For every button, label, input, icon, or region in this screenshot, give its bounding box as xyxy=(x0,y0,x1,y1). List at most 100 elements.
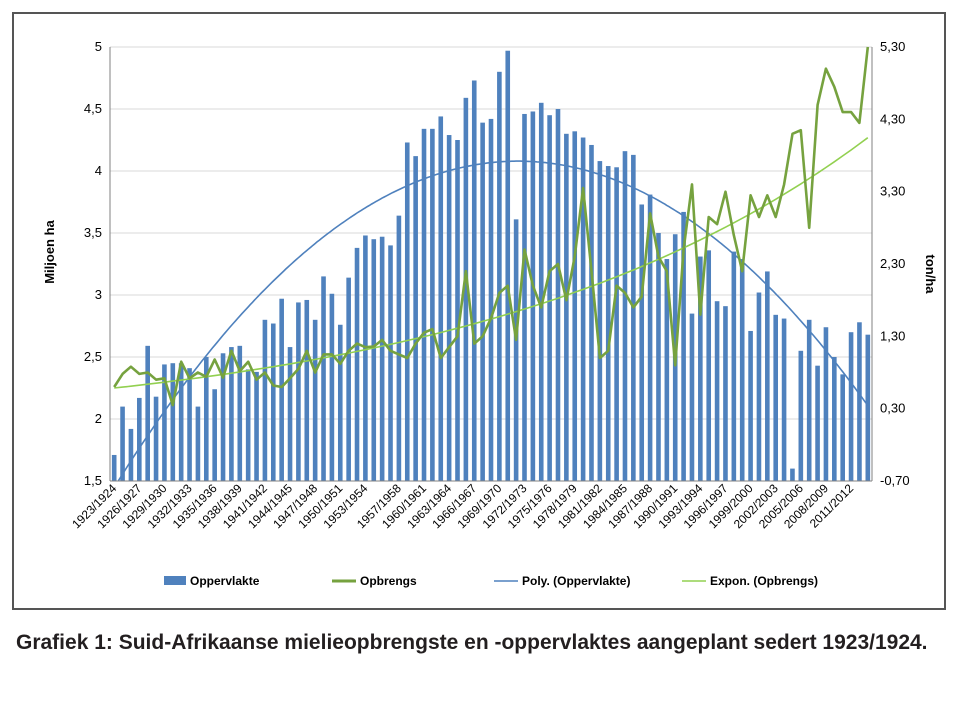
bar-oppervlakte xyxy=(555,109,561,481)
bar-oppervlakte xyxy=(296,302,301,481)
y-tick-label: 5 xyxy=(95,39,102,54)
y-tick-label: 3 xyxy=(95,287,102,302)
bar-oppervlakte xyxy=(748,330,753,481)
bar-oppervlakte xyxy=(605,166,611,482)
bar-oppervlakte xyxy=(781,318,787,481)
bar-oppervlakte xyxy=(589,144,594,481)
y-axis-label: Miljoen ha xyxy=(42,219,57,283)
bar-oppervlakte xyxy=(471,80,477,481)
bar-oppervlakte xyxy=(195,406,201,481)
bar-oppervlakte xyxy=(229,347,234,481)
bar-oppervlakte xyxy=(739,259,745,481)
bar-oppervlakte xyxy=(279,298,284,481)
bar-oppervlakte xyxy=(413,156,418,481)
bar-oppervlakte xyxy=(513,219,519,482)
y-tick-label: 2 xyxy=(95,411,102,426)
bar-oppervlakte xyxy=(120,406,125,481)
bar-oppervlakte xyxy=(162,364,167,481)
bar-oppervlakte xyxy=(815,365,820,481)
bar-oppervlakte xyxy=(580,137,586,481)
bar-oppervlakte xyxy=(363,235,368,481)
figure-caption: Grafiek 1: Suid-Afrikaanse mielieopbreng… xyxy=(16,631,928,654)
bar-oppervlakte xyxy=(765,271,770,481)
bar-oppervlakte xyxy=(137,397,142,481)
bar-oppervlakte xyxy=(128,428,134,481)
y2-tick-label: 3,30 xyxy=(880,184,905,199)
legend-item-expon-opbrengs: Expon. (Opbrengs) xyxy=(682,574,818,588)
y-tick-label: 3,5 xyxy=(84,225,102,240)
bar-oppervlakte xyxy=(681,211,686,482)
bar-oppervlakte xyxy=(790,468,795,481)
bar-oppervlakte xyxy=(538,102,544,482)
bar-oppervlakte xyxy=(371,239,377,481)
bar-oppervlakte xyxy=(547,115,552,481)
bar-oppervlakte xyxy=(698,256,703,481)
bar-oppervlakte xyxy=(111,454,117,481)
bar-oppervlakte xyxy=(840,374,845,481)
bar-oppervlakte xyxy=(421,128,427,481)
bar-oppervlakte xyxy=(312,319,318,481)
legend-label-poly-oppervlakte: Poly. (Oppervlakte) xyxy=(522,574,630,588)
bar-oppervlakte xyxy=(530,111,536,481)
legend-label-oppervlakte: Oppervlakte xyxy=(190,574,260,588)
bar-oppervlakte xyxy=(145,345,150,481)
bar-oppervlakte xyxy=(329,293,335,481)
bar-oppervlakte xyxy=(798,350,804,481)
bar-oppervlakte xyxy=(220,353,226,481)
bar-oppervlakte xyxy=(656,233,661,481)
bar-oppervlakte xyxy=(203,357,209,481)
bar-oppervlakte xyxy=(430,128,435,481)
bar-oppervlakte xyxy=(597,161,603,481)
legend-label-opbrengs: Opbrengs xyxy=(360,574,417,588)
line-opbrengs-path xyxy=(113,46,870,407)
bar-oppervlakte xyxy=(631,154,636,481)
bar-oppervlakte xyxy=(823,327,829,481)
legend: Oppervlakte Opbrengs Poly. (Oppervlakte)… xyxy=(164,574,818,588)
chart-frame: 1,5 2 2,5 3 3,5 4 4,5 5 -0,70 0,30 1,30 2,30 3,30 4,3… xyxy=(12,12,946,610)
bar-oppervlakte xyxy=(647,194,653,481)
y2-tick-label: 2,30 xyxy=(880,256,905,271)
legend-swatch-oppervlakte xyxy=(164,576,186,585)
line-opbrengs xyxy=(113,46,870,407)
bar-oppervlakte xyxy=(505,50,511,481)
y2-tick-label: 0,30 xyxy=(880,401,905,416)
bar-oppervlakte xyxy=(388,245,393,481)
bar-oppervlakte xyxy=(689,313,695,481)
bar-oppervlakte xyxy=(572,131,578,481)
y-tick-label: 2,5 xyxy=(84,349,102,364)
bar-oppervlakte xyxy=(455,140,460,481)
bar-oppervlakte xyxy=(346,277,351,481)
bar-oppervlakte xyxy=(337,324,343,481)
bar-oppervlakte xyxy=(404,142,410,482)
legend-item-poly-oppervlakte: Poly. (Oppervlakte) xyxy=(494,574,630,588)
bar-oppervlakte xyxy=(857,322,862,481)
bar-oppervlakte xyxy=(706,250,712,481)
bar-oppervlakte xyxy=(354,247,360,481)
bar-oppervlakte xyxy=(488,118,494,482)
bar-oppervlakte xyxy=(321,276,326,481)
bar-oppervlakte xyxy=(480,122,485,481)
y-tick-label: 4,5 xyxy=(84,101,102,116)
bar-oppervlakte xyxy=(497,71,502,482)
bar-oppervlakte xyxy=(664,259,670,481)
bar-oppervlakte xyxy=(254,371,259,481)
bar-oppervlakte xyxy=(564,133,569,482)
legend-label-expon-opbrengs: Expon. (Opbrengs) xyxy=(710,574,818,588)
y2-tick-label: 5,30 xyxy=(880,39,905,54)
y2-tick-label: -0,70 xyxy=(880,473,910,488)
bar-oppervlakte xyxy=(245,369,251,481)
chart-svg: 1,5 2 2,5 3 3,5 4 4,5 5 -0,70 0,30 1,30 2,30 3,30 4,3… xyxy=(42,39,938,588)
bar-oppervlakte xyxy=(237,345,243,481)
legend-item-opbrengs: Opbrengs xyxy=(332,574,417,588)
y2-axis-label: ton/ha xyxy=(923,255,938,295)
bar-oppervlakte xyxy=(270,323,276,481)
bar-oppervlakte xyxy=(639,204,645,482)
bar-oppervlakte xyxy=(396,215,402,481)
y-tick-label: 4 xyxy=(95,163,102,178)
bar-oppervlakte xyxy=(287,347,293,481)
bar-oppervlakte xyxy=(446,135,452,481)
bar-oppervlakte xyxy=(806,319,812,481)
y2-tick-label: 1,30 xyxy=(880,328,905,343)
bar-oppervlakte xyxy=(848,332,854,481)
bar-oppervlakte xyxy=(187,368,192,481)
